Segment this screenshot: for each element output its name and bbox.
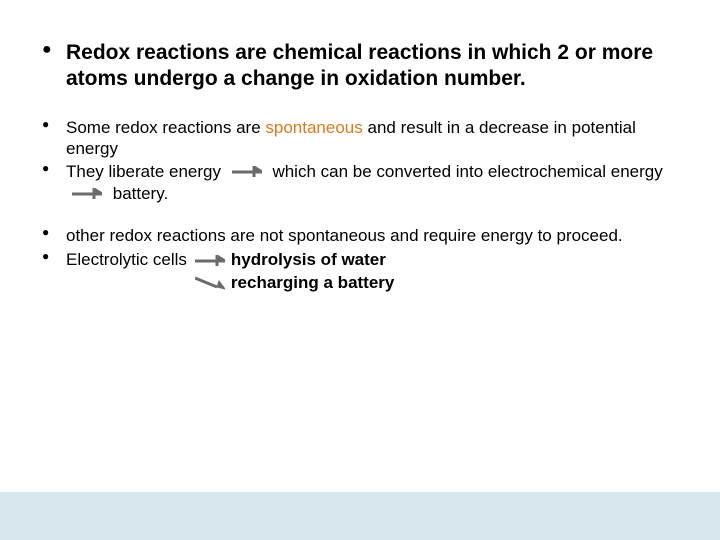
arrow-right-icon: [232, 162, 262, 183]
text-fragment: Electrolytic cells: [66, 250, 187, 269]
heading-text: Redox reactions are chemical reactions i…: [66, 41, 653, 90]
text-fragment: They liberate energy: [66, 162, 221, 181]
text-fragment: Some redox reactions are: [66, 118, 265, 137]
arrow-stack: [191, 249, 231, 296]
text-hydrolysis: hydrolysis of water: [231, 249, 394, 270]
highlight-spontaneous: spontaneous: [265, 118, 362, 137]
arrow-down-right-icon: [195, 274, 225, 295]
text-fragment: other redox reactions are not spontaneou…: [66, 226, 623, 245]
electrolytic-left: Electrolytic cells: [66, 249, 191, 270]
heading-bullet: Redox reactions are chemical reactions i…: [38, 40, 682, 93]
bullet-list: Redox reactions are chemical reactions i…: [38, 40, 682, 295]
text-fragment: battery.: [113, 184, 168, 203]
content-area: Redox reactions are chemical reactions i…: [20, 28, 700, 295]
bullet-not-spontaneous: other redox reactions are not spontaneou…: [38, 225, 682, 246]
slide: Redox reactions are chemical reactions i…: [0, 0, 720, 540]
electrolytic-row: Electrolytic cells hydrolysis of water r…: [66, 249, 682, 296]
electrolytic-right: hydrolysis of water recharging a battery: [231, 249, 394, 294]
arrow-right-icon: [72, 184, 102, 205]
text-recharging: recharging a battery: [231, 272, 394, 293]
bullet-liberate-energy: They liberate energy which can be conver…: [38, 161, 682, 205]
arrow-right-icon: [195, 251, 225, 272]
text-fragment: which can be converted into electrochemi…: [272, 162, 662, 181]
footer-band: [0, 492, 720, 540]
bullet-spontaneous: Some redox reactions are spontaneous and…: [38, 117, 682, 160]
bullet-electrolytic: Electrolytic cells hydrolysis of water r…: [38, 249, 682, 296]
